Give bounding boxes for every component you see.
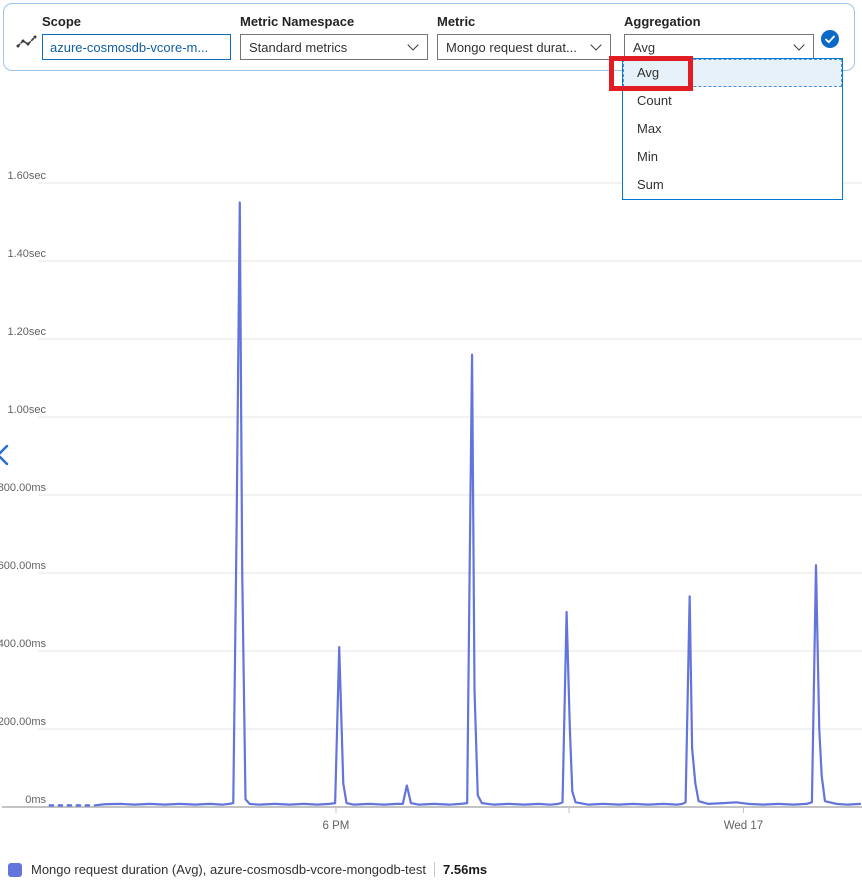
dropdown-option-avg[interactable]: Avg	[623, 59, 842, 87]
chevron-down-icon	[590, 39, 602, 51]
metric-field: Metric Mongo request durat...	[437, 14, 611, 60]
series-line	[93, 201, 862, 807]
metric-namespace-select[interactable]: Standard metrics	[240, 34, 428, 60]
legend-separator	[434, 862, 436, 877]
x-tick-label: Wed 17	[724, 820, 763, 832]
chart-legend[interactable]: Mongo request duration (Avg), azure-cosm…	[8, 862, 487, 877]
chevron-down-icon	[407, 39, 419, 51]
y-tick-label: 0ms	[25, 794, 46, 806]
dropdown-option-max[interactable]: Max	[637, 121, 662, 136]
metric-namespace-label: Metric Namespace	[240, 14, 355, 29]
chevron-down-icon	[793, 39, 805, 51]
sparkline-icon	[16, 35, 37, 48]
metric-select[interactable]: Mongo request durat...	[437, 34, 611, 60]
collapse-chevron-icon[interactable]	[0, 444, 10, 466]
dropdown-option-count[interactable]: Count	[637, 93, 672, 108]
applied-check-icon	[821, 30, 839, 48]
legend-swatch	[8, 862, 22, 877]
y-tick-label: 1.40sec	[7, 248, 46, 260]
aggregation-label: Aggregation	[624, 14, 701, 29]
metric-namespace-field: Metric Namespace Standard metrics	[240, 14, 428, 60]
metric-value: Mongo request durat...	[446, 39, 577, 55]
scope-input[interactable]	[42, 34, 231, 60]
aggregation-flyout: Avg Count Max Min Sum	[622, 58, 843, 200]
annotation-red-box	[609, 56, 693, 91]
y-tick-label: 200.00ms	[0, 716, 46, 728]
y-tick-label: 1.60sec	[7, 170, 46, 182]
x-tick-label: 6 PM	[323, 820, 350, 832]
legend-series-label: Mongo request duration (Avg), azure-cosm…	[31, 862, 427, 877]
y-tick-label: 600.00ms	[0, 560, 46, 572]
aggregation-value: Avg	[633, 39, 656, 55]
metric-label: Metric	[437, 14, 476, 29]
y-tick-label: 800.00ms	[0, 482, 46, 494]
legend-value: 7.56ms	[443, 862, 488, 877]
metric-namespace-value: Standard metrics	[249, 39, 348, 55]
scope-field: Scope	[42, 14, 231, 60]
y-tick-label: 400.00ms	[0, 638, 46, 650]
y-tick-label: 1.20sec	[7, 326, 46, 338]
dropdown-option-sum[interactable]: Sum	[637, 177, 664, 192]
scope-label: Scope	[42, 14, 82, 29]
y-tick-label: 1.00sec	[7, 404, 46, 416]
aggregation-field: Aggregation Avg	[624, 14, 814, 60]
dropdown-option-min[interactable]: Min	[637, 149, 658, 164]
